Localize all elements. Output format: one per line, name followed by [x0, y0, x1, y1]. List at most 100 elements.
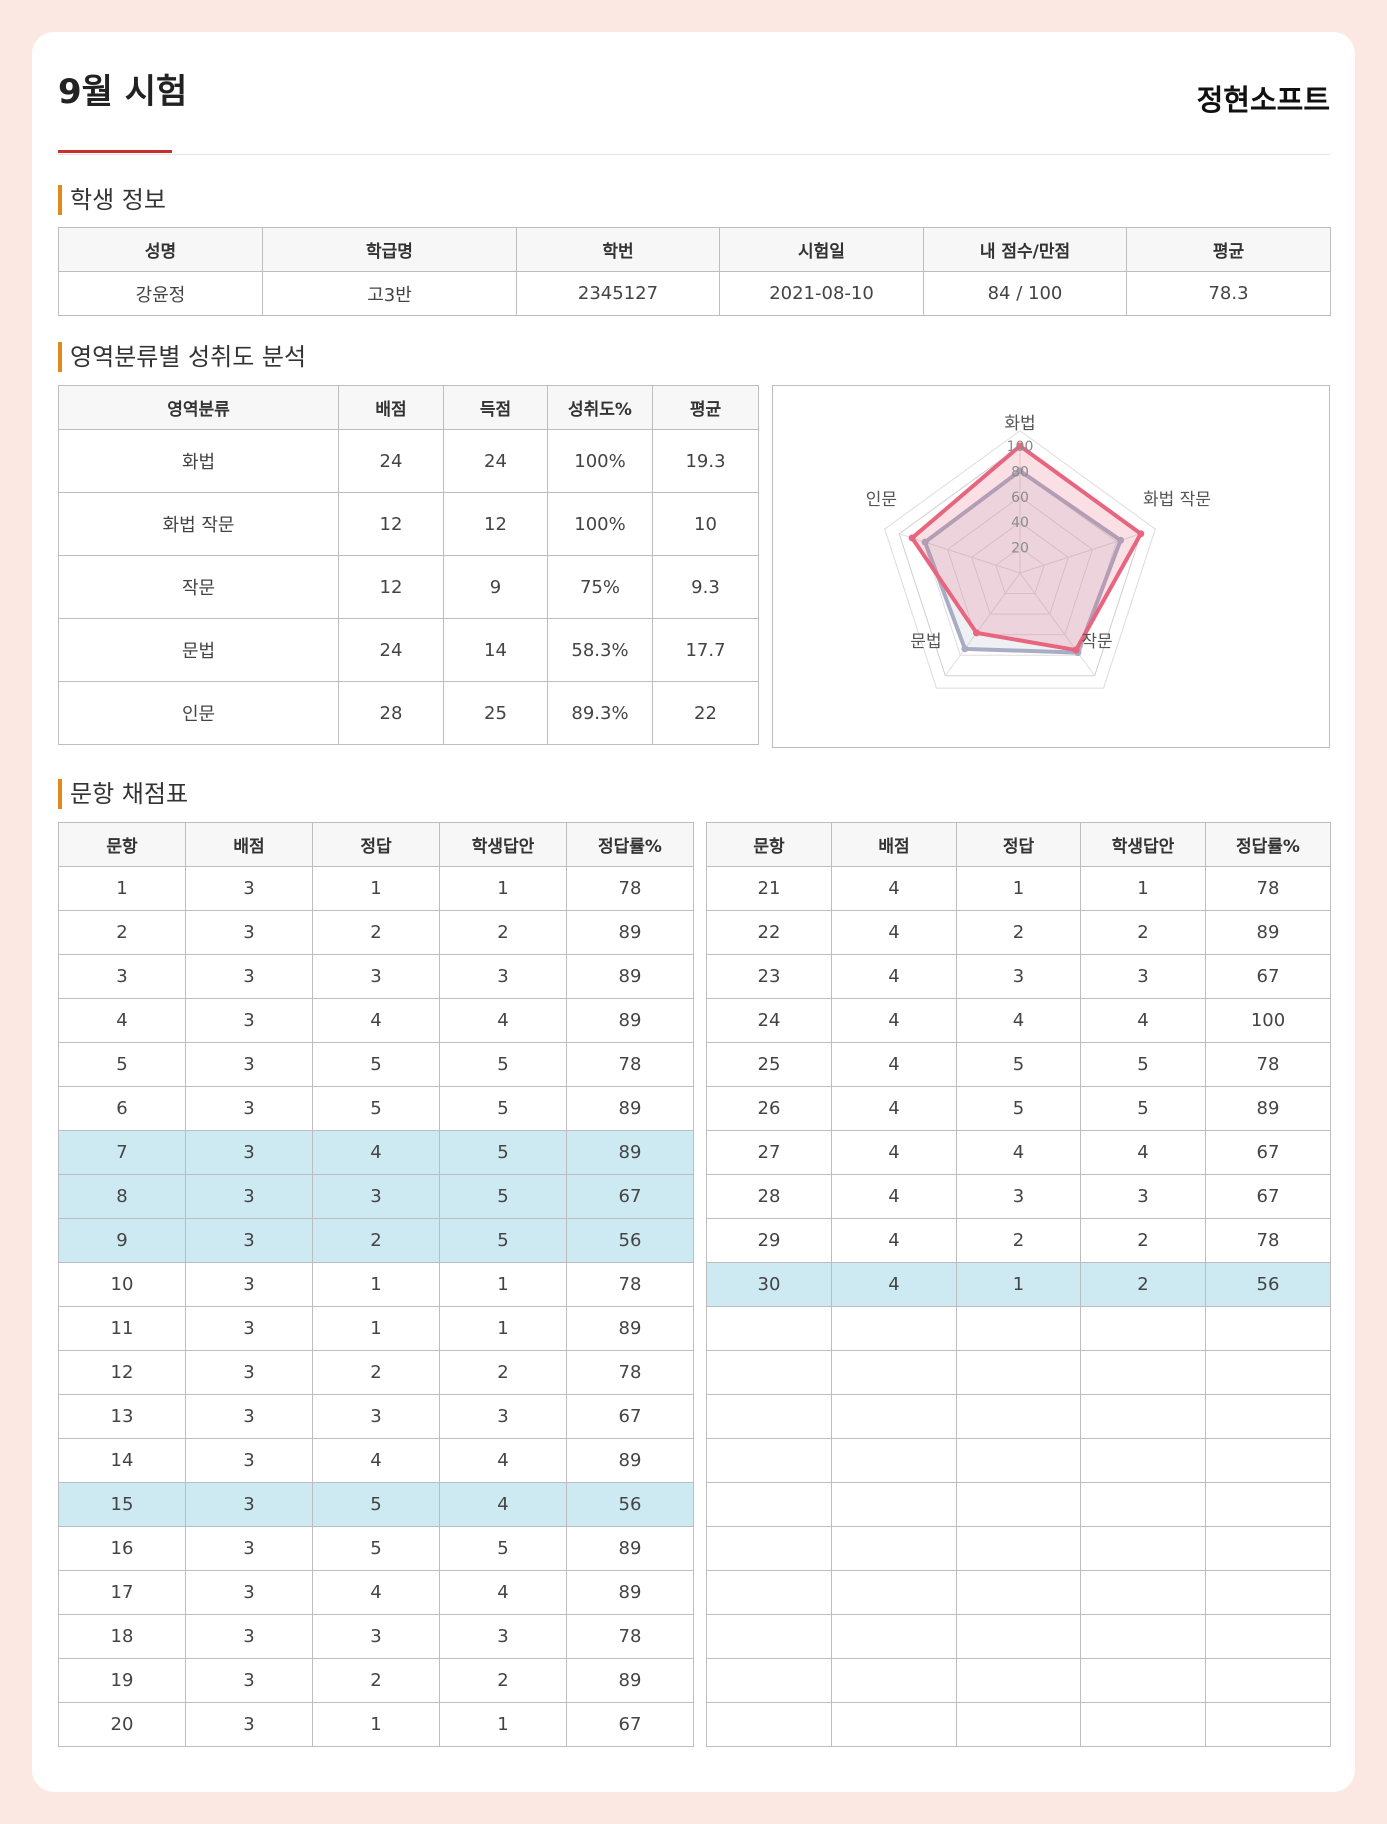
table-row: 12 3 2 2 78 — [58, 1350, 694, 1395]
table-row: 화법 작문 12 12 100% 10 — [58, 492, 759, 556]
empty-cell — [1080, 1306, 1206, 1351]
radar-axis-label: 작문 — [1081, 632, 1112, 652]
table-cell: 67 — [1205, 1130, 1331, 1175]
table-cell: 6 — [58, 1086, 186, 1131]
table-cell: 67 — [1205, 954, 1331, 999]
empty-cell — [706, 1394, 832, 1439]
table-row: 13 3 3 3 67 — [58, 1394, 694, 1439]
table-row: 3 3 3 3 89 — [58, 954, 694, 999]
empty-cell — [706, 1614, 832, 1659]
table-row: 30 4 1 2 56 — [706, 1262, 1331, 1307]
table-cell: 1 — [439, 1702, 567, 1747]
table-cell: 4 — [439, 1438, 567, 1483]
table-row: 6 3 5 5 89 — [58, 1086, 694, 1131]
table-row: 15 3 5 4 56 — [58, 1482, 694, 1527]
table-cell: 89 — [1205, 910, 1331, 955]
table-cell: 78 — [1205, 866, 1331, 911]
table-cell: 28 — [706, 1174, 832, 1219]
table-cell: 인문 — [58, 681, 339, 745]
column-header: 학생답안 — [1080, 822, 1206, 867]
table-cell: 5 — [956, 1086, 1081, 1131]
empty-cell — [831, 1526, 957, 1571]
empty-cell — [706, 1702, 832, 1747]
radar-point — [1072, 646, 1080, 654]
column-header: 배점 — [185, 822, 313, 867]
table-cell: 2 — [956, 910, 1081, 955]
table-cell: 4 — [1080, 998, 1206, 1043]
radar-point — [1016, 442, 1024, 450]
table-cell: 100% — [547, 429, 653, 493]
table-cell: 2 — [312, 910, 440, 955]
empty-row — [706, 1702, 1331, 1747]
table-cell: 2 — [1080, 1218, 1206, 1263]
empty-cell — [831, 1658, 957, 1703]
table-cell: 89 — [566, 910, 694, 955]
table-cell: 5 — [439, 1042, 567, 1087]
table-row: 19 3 2 2 89 — [58, 1658, 694, 1703]
table-cell: 3 — [312, 954, 440, 999]
section-title-area: 영역분류별 성취도 분석 — [58, 342, 1330, 372]
table-cell: 10 — [58, 1262, 186, 1307]
student-info-table: 성명 학급명 학번 시험일 내 점수/만점 평균 강윤정 고3반 2345127 2021-08… — [58, 227, 1331, 316]
table-cell: 7 — [58, 1130, 186, 1175]
empty-cell — [706, 1350, 832, 1395]
table-row: 25 4 5 5 78 — [706, 1042, 1331, 1087]
empty-row — [706, 1570, 1331, 1615]
table-cell: 3 — [185, 1174, 313, 1219]
table-cell: 1 — [312, 1702, 440, 1747]
table-cell: 4 — [439, 1482, 567, 1527]
radar-tick-label: 60 — [1011, 490, 1029, 506]
table-row: 21 4 1 1 78 — [706, 866, 1331, 911]
table-cell: 21 — [706, 866, 832, 911]
empty-cell — [1205, 1614, 1331, 1659]
student-info-cell: 78.3 — [1126, 271, 1331, 316]
table-cell: 문법 — [58, 618, 339, 682]
empty-row — [706, 1658, 1331, 1703]
table-cell: 2 — [312, 1218, 440, 1263]
exam-title: 9월 시험 — [58, 72, 188, 112]
column-header: 성명 — [58, 227, 263, 272]
table-cell: 24 — [338, 429, 444, 493]
table-cell: 29 — [706, 1218, 832, 1263]
empty-cell — [706, 1482, 832, 1527]
table-cell: 89 — [1205, 1086, 1331, 1131]
table-cell: 3 — [1080, 954, 1206, 999]
column-header: 평균 — [652, 385, 759, 430]
table-cell: 3 — [185, 866, 313, 911]
area-header-row: 영역분류 배점 득점 성취도% 평균 — [58, 385, 759, 430]
table-row: 1 3 1 1 78 — [58, 866, 694, 911]
table-cell: 78 — [566, 1042, 694, 1087]
radar-point — [921, 538, 929, 546]
table-cell: 1 — [439, 866, 567, 911]
table-cell: 3 — [185, 1702, 313, 1747]
table-row: 28 4 3 3 67 — [706, 1174, 1331, 1219]
table-cell: 2 — [312, 1350, 440, 1395]
radar-grid-ring — [946, 496, 1094, 636]
table-cell: 4 — [58, 998, 186, 1043]
table-cell: 3 — [185, 1658, 313, 1703]
table-cell: 3 — [185, 954, 313, 999]
empty-cell — [956, 1658, 1081, 1703]
table-cell: 5 — [439, 1526, 567, 1571]
table-cell: 4 — [956, 1130, 1081, 1175]
table-cell: 78 — [566, 866, 694, 911]
radar-tick-label: 20 — [1011, 541, 1029, 557]
table-cell: 2 — [439, 1658, 567, 1703]
empty-row — [706, 1306, 1331, 1351]
column-header: 학번 — [516, 227, 720, 272]
empty-cell — [831, 1482, 957, 1527]
table-cell: 75% — [547, 555, 653, 619]
column-header: 학급명 — [262, 227, 517, 272]
table-cell: 4 — [831, 1174, 957, 1219]
radar-grid-ring — [995, 546, 1045, 595]
table-cell: 4 — [831, 954, 957, 999]
table-cell: 4 — [312, 1438, 440, 1483]
radar-point — [961, 645, 969, 653]
table-cell: 25 — [706, 1042, 832, 1087]
table-cell: 89 — [566, 1526, 694, 1571]
table-cell: 89 — [566, 954, 694, 999]
table-cell: 26 — [706, 1086, 832, 1131]
column-header: 영역분류 — [58, 385, 339, 430]
table-cell: 4 — [831, 998, 957, 1043]
empty-row — [706, 1482, 1331, 1527]
